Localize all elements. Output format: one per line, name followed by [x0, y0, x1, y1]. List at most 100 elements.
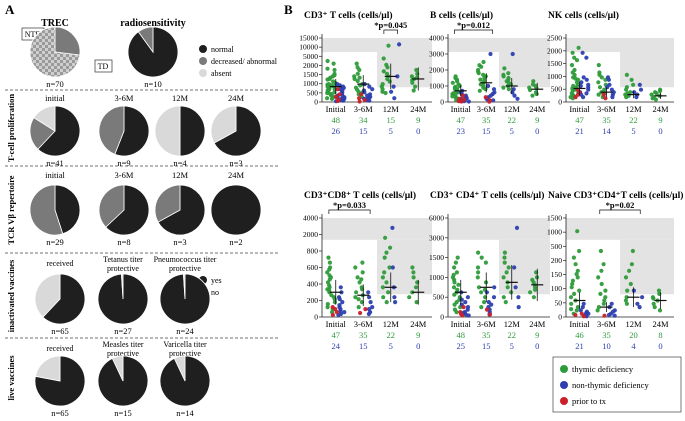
reference-band — [566, 218, 674, 240]
pie-10: n=65 — [34, 273, 86, 336]
data-point — [397, 42, 402, 47]
data-point — [328, 91, 333, 96]
count-nonthymic: 10 — [602, 341, 611, 351]
data-point — [487, 312, 493, 317]
data-point — [629, 77, 634, 82]
category-label: Initial — [451, 319, 472, 329]
data-point — [572, 72, 577, 77]
pie-n-label: n=65 — [51, 326, 69, 336]
data-point — [575, 275, 580, 280]
pie-slice — [154, 105, 181, 157]
data-point — [476, 285, 482, 290]
data-point — [392, 96, 397, 101]
data-point — [327, 283, 332, 288]
prolif-tp-initial: initial — [45, 93, 65, 103]
chart-title: CD3⁺ CD4⁺ T cells (cells/µl) — [430, 190, 544, 201]
data-point — [515, 96, 520, 101]
data-point — [383, 90, 388, 96]
data-point — [483, 74, 488, 79]
y-tick-label: 3000 — [429, 233, 444, 242]
pie-charts: n=70 n=10 n=41 n=9 n=4 n=3 n=29 n=8 n=3 n=2 n=65 n=… — [29, 26, 262, 418]
data-point — [325, 77, 330, 82]
data-point — [337, 297, 342, 302]
pie-slice — [37, 105, 81, 157]
pie-slice — [98, 184, 125, 228]
data-point — [475, 275, 480, 280]
data-point — [503, 300, 508, 305]
data-point — [340, 94, 345, 99]
pie-n-label: n=70 — [46, 79, 64, 89]
data-point — [627, 268, 632, 273]
legend-nonthymic-label: non-thymic deficiency — [572, 380, 649, 390]
data-point — [329, 293, 334, 298]
count-thymic: 47 — [575, 115, 584, 125]
data-point — [355, 65, 360, 70]
reference-band — [322, 38, 432, 53]
pie-slice — [121, 273, 124, 300]
legend-decreased-label: decreased/ abnormal — [211, 57, 278, 66]
pie-8: n=3 — [154, 184, 206, 247]
data-point — [605, 85, 610, 90]
data-point — [415, 280, 420, 285]
data-point — [586, 82, 591, 87]
data-point — [363, 307, 368, 312]
data-point — [488, 93, 493, 98]
data-point — [368, 300, 373, 305]
y-tick-label: 6000 — [429, 214, 444, 223]
data-point — [657, 308, 663, 313]
count-nonthymic: 0 — [416, 341, 420, 351]
pie-slice — [111, 355, 124, 382]
reference-band — [620, 52, 674, 88]
data-point — [637, 305, 642, 310]
data-point — [601, 262, 606, 267]
ntd-tag: NTD — [25, 30, 42, 39]
data-point — [352, 76, 357, 82]
count-thymic: 35 — [602, 330, 611, 340]
pie-9: n=2 — [210, 184, 262, 247]
data-point — [516, 305, 521, 310]
pie-n-label: n=14 — [176, 408, 194, 416]
data-point — [466, 99, 471, 104]
data-point — [512, 93, 517, 98]
y-tick-label: 15000 — [299, 34, 318, 43]
data-point — [325, 96, 330, 101]
data-point — [393, 300, 398, 305]
category-label: 24M — [410, 319, 427, 329]
data-point — [530, 93, 535, 98]
category-label: 12M — [504, 319, 521, 329]
count-nonthymic: 23 — [457, 126, 466, 136]
data-point — [584, 310, 589, 316]
data-point — [380, 285, 385, 290]
data-point — [337, 303, 342, 308]
data-point — [501, 85, 506, 90]
data-point — [327, 277, 332, 282]
y-tick-label: 5000 — [303, 52, 318, 61]
y-tick-label: 0 — [558, 313, 562, 322]
count-nonthymic: 0 — [658, 341, 662, 351]
data-point — [571, 255, 577, 260]
pie-slice — [213, 105, 262, 157]
data-point — [453, 87, 458, 93]
data-point — [475, 265, 481, 270]
data-point — [381, 69, 386, 74]
data-point — [366, 96, 371, 101]
prolif-tp-36m: 3-6M — [115, 93, 134, 103]
data-point — [586, 87, 591, 92]
data-point — [624, 87, 629, 92]
y-tick-label: 1500 — [429, 253, 444, 262]
pie-4: n=4 — [154, 105, 206, 168]
count-thymic: 9 — [416, 330, 420, 340]
data-point — [452, 265, 457, 270]
pie-slice — [29, 184, 64, 236]
reference-band — [377, 239, 432, 295]
data-point — [354, 290, 359, 295]
data-point — [362, 97, 367, 103]
reference-band — [322, 218, 432, 240]
chart-title: CD3⁺ T cells (cells/µl) — [304, 10, 393, 21]
data-point — [325, 66, 330, 71]
data-point — [356, 305, 361, 310]
data-point — [355, 87, 360, 92]
data-point — [596, 92, 601, 97]
data-point — [653, 97, 659, 102]
data-point — [461, 305, 466, 310]
